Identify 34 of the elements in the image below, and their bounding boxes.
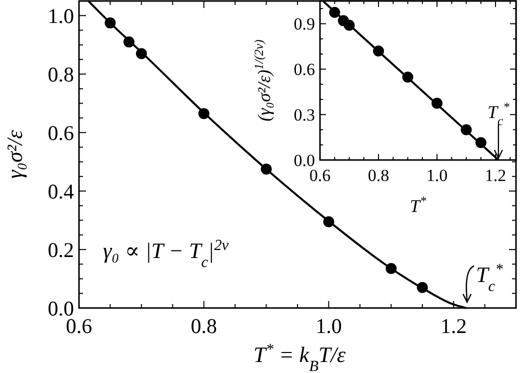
point [475,137,486,148]
point [386,263,397,274]
x-tick-label: 1.0 [316,314,342,338]
y-tick-label: 0.8 [48,62,74,86]
point [123,36,134,48]
y-tick-label: 0.2 [48,238,74,262]
point [432,98,443,109]
point [104,17,116,28]
point [460,124,472,136]
point [329,6,340,18]
x-axis-title: T$^{*}$ [410,194,427,216]
x-tick-label: 1.2 [440,314,467,338]
point [402,72,414,83]
y-tick-label: 0.6 [48,120,74,145]
y-axis-title: γ₀σ²/ε [2,130,27,179]
x-tick-label: 0.8 [368,166,390,185]
point [373,45,384,56]
y-tick-label: 0.6 [294,60,315,80]
y-tick-label: 0.0 [48,296,74,320]
point [260,164,272,175]
y-tick-label: 0.3 [294,106,315,125]
point [136,48,147,60]
x-tick-label: 0.8 [190,314,217,338]
x-axis-title: T$^{*}$ = k$_{B}$T/ε [253,340,346,373]
point [344,20,355,31]
annotation: γ₀ ∝ |T − T$_{c}$|$^{2ν}$ [103,236,229,270]
y-tick-label: 0.4 [48,179,74,204]
point [323,216,334,228]
x-tick-label: 1.2 [484,166,506,185]
x-tick-label: 1.0 [426,166,448,185]
point [198,108,210,120]
y-tick-label: 0.9 [294,14,315,34]
point [416,282,428,294]
y-tick-label: 1.0 [48,4,74,28]
